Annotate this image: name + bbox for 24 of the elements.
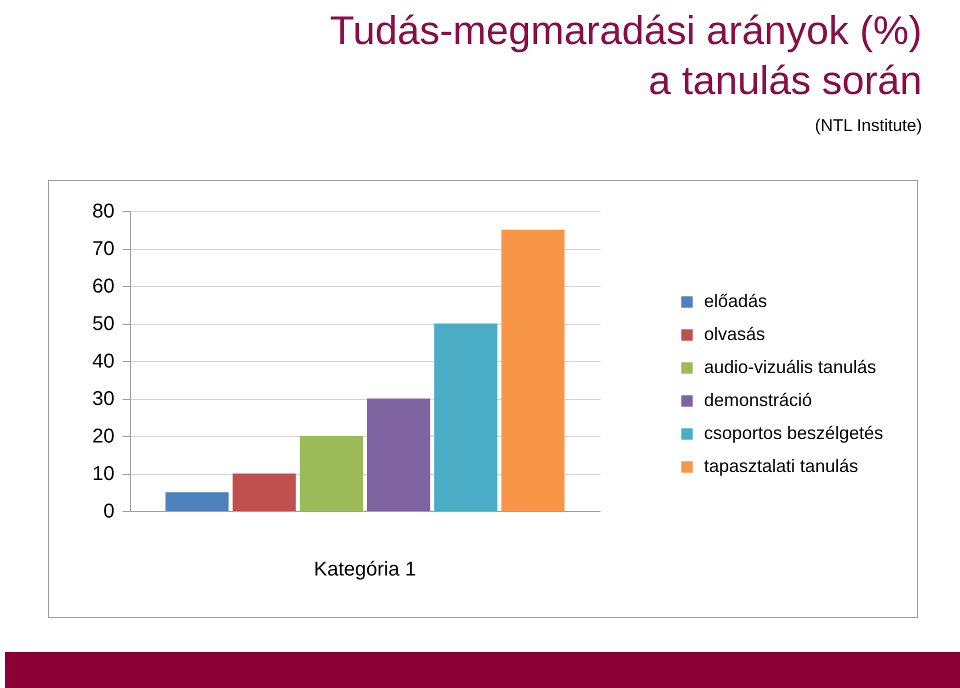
- bar: [300, 436, 363, 511]
- bar: [434, 324, 498, 511]
- y-tick-label: 40: [92, 350, 114, 372]
- y-tick-label: 70: [92, 238, 114, 260]
- legend-label: tapasztalati tanulás: [704, 456, 858, 476]
- bar: [367, 398, 430, 511]
- legend-label: csoportos beszélgetés: [704, 423, 884, 443]
- y-tick-label: 50: [92, 313, 114, 335]
- y-tick-label: 80: [92, 200, 114, 222]
- y-tick-label: 30: [92, 388, 114, 410]
- legend-label: audio-vizuális tanulás: [704, 357, 876, 377]
- y-tick-label: 10: [92, 463, 114, 485]
- bar: [501, 230, 565, 511]
- y-tick-label: 60: [92, 276, 114, 298]
- legend-label: olvasás: [704, 324, 766, 344]
- bar: [232, 474, 296, 511]
- y-tick-label: 20: [92, 426, 114, 448]
- bar: [165, 492, 229, 511]
- x-tick-label: Kategória 1: [314, 558, 416, 580]
- y-tick-label: 0: [103, 500, 114, 522]
- legend-label: demonstráció: [704, 390, 812, 410]
- legend-label: előadás: [704, 291, 768, 311]
- chart-title: Tudás-megmaradási arányok (%) a tanulás során: [328, 8, 922, 105]
- text: (NTL Institute): [814, 116, 922, 136]
